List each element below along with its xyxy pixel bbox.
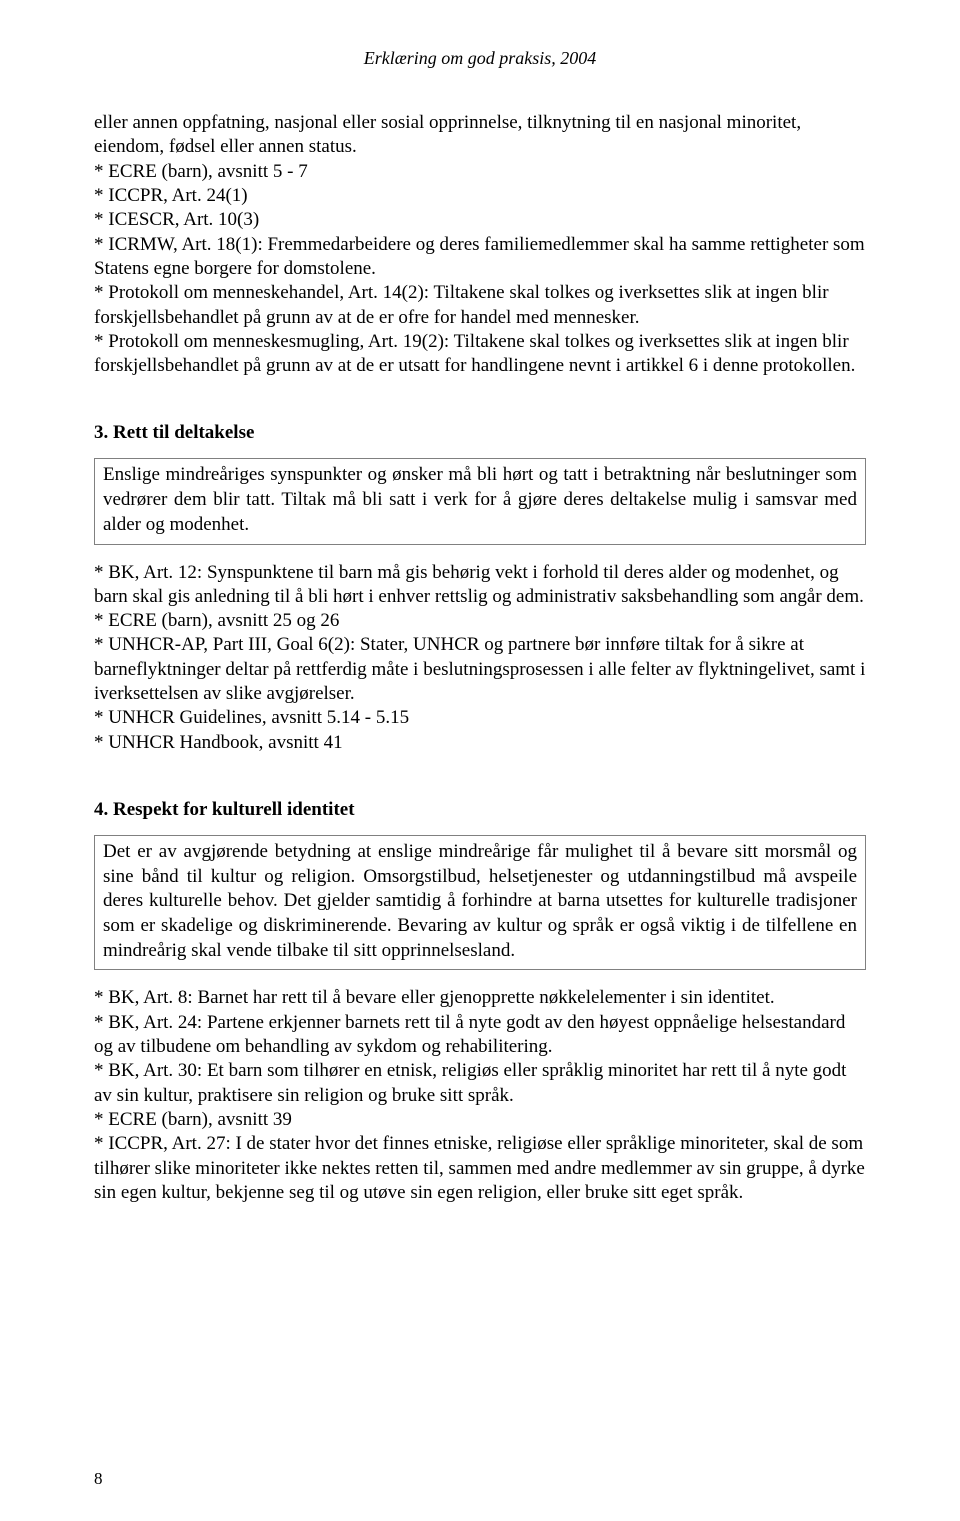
section-3-title: 3. Rett til deltakelse	[94, 422, 866, 444]
page-number: 8	[94, 1469, 103, 1489]
section-4-box: Det er av avgjørende betydning at enslig…	[94, 835, 866, 970]
ref-line: * BK, Art. 12: Synspunktene til barn må …	[94, 561, 866, 610]
ref-line: * Protokoll om menneskehandel, Art. 14(2…	[94, 281, 866, 330]
section-4-refs: * BK, Art. 8: Barnet har rett til å beva…	[94, 986, 866, 1205]
document-page: Erklæring om god praksis, 2004 eller ann…	[0, 0, 960, 1521]
ref-line: * ICCPR, Art. 27: I de stater hvor det f…	[94, 1132, 866, 1205]
ref-line: * Protokoll om menneskesmugling, Art. 19…	[94, 330, 866, 379]
ref-line: * BK, Art. 8: Barnet har rett til å beva…	[94, 986, 866, 1010]
intro-block: eller annen oppfatning, nasjonal eller s…	[94, 111, 866, 378]
ref-line: * ECRE (barn), avsnitt 5 - 7	[94, 160, 866, 184]
ref-line: * BK, Art. 24: Partene erkjenner barnets…	[94, 1011, 866, 1060]
ref-line: * ECRE (barn), avsnitt 39	[94, 1108, 866, 1132]
ref-line: * ICRMW, Art. 18(1): Fremmedarbeidere og…	[94, 233, 866, 282]
ref-line: * UNHCR-AP, Part III, Goal 6(2): Stater,…	[94, 633, 866, 706]
section-3-box: Enslige mindreåriges synspunkter og ønsk…	[94, 458, 866, 544]
ref-line: * UNHCR Guidelines, avsnitt 5.14 - 5.15	[94, 706, 866, 730]
ref-line: * ECRE (barn), avsnitt 25 og 26	[94, 609, 866, 633]
ref-line: * BK, Art. 30: Et barn som tilhører en e…	[94, 1059, 866, 1108]
page-header: Erklæring om god praksis, 2004	[94, 48, 866, 69]
ref-line: * UNHCR Handbook, avsnitt 41	[94, 731, 866, 755]
ref-line: * ICESCR, Art. 10(3)	[94, 208, 866, 232]
ref-line: * ICCPR, Art. 24(1)	[94, 184, 866, 208]
section-4-title: 4. Respekt for kulturell identitet	[94, 799, 866, 821]
section-3-refs: * BK, Art. 12: Synspunktene til barn må …	[94, 561, 866, 756]
intro-paragraph: eller annen oppfatning, nasjonal eller s…	[94, 111, 866, 160]
